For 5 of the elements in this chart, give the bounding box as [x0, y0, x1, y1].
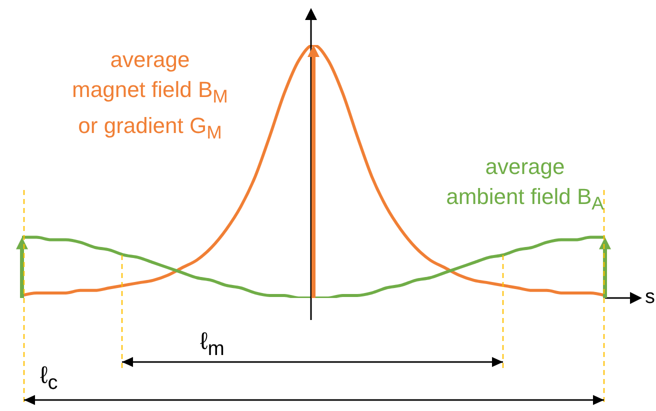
annotation: average ambient field B$_{A}$ — [445, 153, 605, 216]
x-axis-title: s — [645, 286, 655, 309]
text: ℓ$_{m}$ — [200, 328, 224, 361]
text: ℓ$_{c}$ — [40, 362, 58, 395]
annotation: average magnet field B$_{M}$ or gradient G$_{M}$ — [71, 46, 229, 145]
